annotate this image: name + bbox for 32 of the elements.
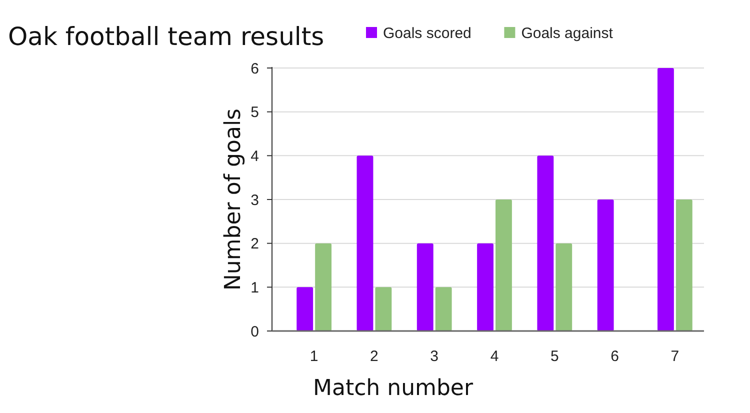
y-tick-label: 6 bbox=[250, 60, 259, 78]
legend-label: Goals against bbox=[521, 25, 614, 42]
x-axis-title: Match number bbox=[313, 376, 474, 401]
y-tick-label: 4 bbox=[250, 148, 259, 165]
bar bbox=[537, 156, 554, 331]
bar bbox=[477, 243, 494, 331]
legend-label: Goals scored bbox=[383, 25, 472, 42]
bar bbox=[556, 243, 572, 331]
bar bbox=[657, 68, 674, 331]
bar bbox=[315, 243, 332, 331]
x-tick-label: 5 bbox=[550, 348, 559, 365]
y-tick-label: 0 bbox=[250, 323, 259, 340]
y-tick-label: 1 bbox=[250, 279, 259, 296]
chart-title: Oak football team results bbox=[8, 22, 324, 51]
bar bbox=[676, 200, 692, 331]
y-tick-label: 3 bbox=[250, 192, 259, 209]
y-axis-title: Number of goals bbox=[221, 108, 246, 291]
bar bbox=[375, 287, 392, 331]
bar bbox=[356, 156, 374, 331]
x-tick-label: 2 bbox=[370, 348, 378, 365]
x-tick-label: 3 bbox=[430, 348, 439, 365]
x-tick-label: 1 bbox=[310, 348, 318, 365]
y-tick-label: 2 bbox=[250, 236, 259, 253]
bar bbox=[597, 200, 614, 331]
bar bbox=[435, 287, 452, 331]
bar bbox=[496, 200, 512, 331]
bar bbox=[416, 243, 434, 331]
x-tick-label: 4 bbox=[490, 348, 499, 365]
x-tick-label: 6 bbox=[610, 348, 619, 365]
bar bbox=[296, 287, 314, 331]
x-tick-label: 7 bbox=[670, 348, 680, 365]
y-tick-label: 5 bbox=[250, 104, 259, 122]
